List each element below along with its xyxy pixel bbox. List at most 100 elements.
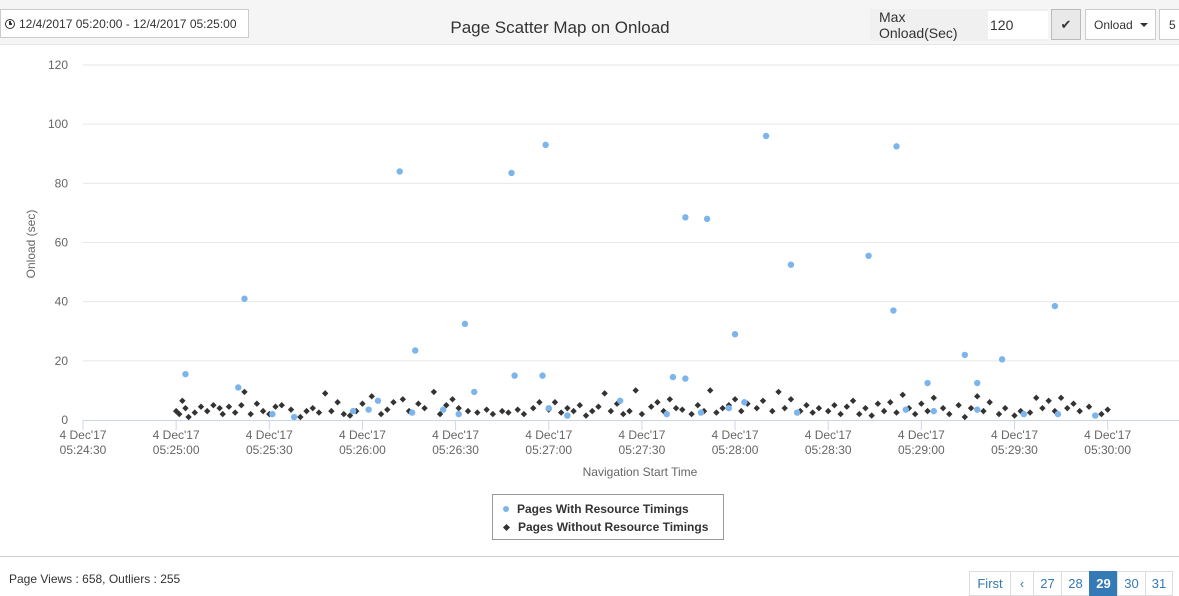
point-without-timings[interactable] — [673, 405, 679, 411]
point-without-timings[interactable] — [816, 405, 822, 411]
point-without-timings[interactable] — [809, 409, 815, 415]
point-with-timings[interactable] — [1021, 411, 1027, 417]
point-without-timings[interactable] — [204, 408, 210, 414]
point-without-timings[interactable] — [521, 411, 527, 417]
point-without-timings[interactable] — [247, 411, 253, 417]
point-without-timings[interactable] — [875, 401, 881, 407]
point-without-timings[interactable] — [940, 405, 946, 411]
point-with-timings[interactable] — [409, 409, 415, 415]
point-with-timings[interactable] — [924, 380, 930, 386]
point-without-timings[interactable] — [198, 403, 204, 409]
point-without-timings[interactable] — [210, 402, 216, 408]
point-without-timings[interactable] — [1070, 401, 1076, 407]
point-with-timings[interactable] — [241, 296, 247, 302]
point-with-timings[interactable] — [412, 347, 418, 353]
point-without-timings[interactable] — [449, 396, 455, 402]
point-without-timings[interactable] — [654, 399, 660, 405]
point-without-timings[interactable] — [316, 409, 322, 415]
point-without-timings[interactable] — [713, 409, 719, 415]
point-without-timings[interactable] — [738, 408, 744, 414]
point-without-timings[interactable] — [639, 411, 645, 417]
point-without-timings[interactable] — [415, 401, 421, 407]
page-button[interactable]: 30 — [1117, 571, 1146, 596]
point-without-timings[interactable] — [322, 390, 328, 396]
point-with-timings[interactable] — [1052, 303, 1058, 309]
point-with-timings[interactable] — [704, 216, 710, 222]
point-without-timings[interactable] — [1098, 411, 1104, 417]
point-without-timings[interactable] — [946, 411, 952, 417]
point-without-timings[interactable] — [279, 402, 285, 408]
point-without-timings[interactable] — [1064, 405, 1070, 411]
point-without-timings[interactable] — [216, 405, 222, 411]
point-without-timings[interactable] — [359, 401, 365, 407]
point-without-timings[interactable] — [974, 393, 980, 399]
point-without-timings[interactable] — [272, 403, 278, 409]
page-prev-button[interactable]: ‹ — [1010, 571, 1034, 596]
point-without-timings[interactable] — [996, 411, 1002, 417]
point-with-timings[interactable] — [1092, 412, 1098, 418]
point-with-timings[interactable] — [397, 168, 403, 174]
point-without-timings[interactable] — [626, 408, 632, 414]
point-without-timings[interactable] — [754, 405, 760, 411]
point-without-timings[interactable] — [384, 406, 390, 412]
point-with-timings[interactable] — [788, 261, 794, 267]
point-without-timings[interactable] — [667, 396, 673, 402]
point-with-timings[interactable] — [1055, 411, 1061, 417]
point-without-timings[interactable] — [1045, 398, 1051, 404]
point-without-timings[interactable] — [400, 396, 406, 402]
point-without-timings[interactable] — [695, 402, 701, 408]
point-without-timings[interactable] — [931, 395, 937, 401]
point-without-timings[interactable] — [732, 396, 738, 402]
point-without-timings[interactable] — [483, 406, 489, 412]
point-without-timings[interactable] — [564, 405, 570, 411]
point-without-timings[interactable] — [589, 408, 595, 414]
point-without-timings[interactable] — [179, 398, 185, 404]
point-without-timings[interactable] — [900, 392, 906, 398]
point-without-timings[interactable] — [499, 408, 505, 414]
point-with-timings[interactable] — [462, 321, 468, 327]
point-with-timings[interactable] — [539, 372, 545, 378]
point-with-timings[interactable] — [763, 133, 769, 139]
point-without-timings[interactable] — [862, 405, 868, 411]
point-without-timings[interactable] — [303, 408, 309, 414]
point-without-timings[interactable] — [887, 399, 893, 405]
point-without-timings[interactable] — [1077, 408, 1083, 414]
point-without-timings[interactable] — [844, 403, 850, 409]
point-with-timings[interactable] — [664, 411, 670, 417]
point-without-timings[interactable] — [341, 411, 347, 417]
point-without-timings[interactable] — [955, 402, 961, 408]
point-without-timings[interactable] — [1011, 412, 1017, 418]
point-without-timings[interactable] — [465, 408, 471, 414]
point-without-timings[interactable] — [632, 387, 638, 393]
point-without-timings[interactable] — [552, 399, 558, 405]
point-without-timings[interactable] — [232, 409, 238, 415]
point-without-timings[interactable] — [679, 406, 685, 412]
point-without-timings[interactable] — [490, 411, 496, 417]
point-with-timings[interactable] — [726, 405, 732, 411]
point-with-timings[interactable] — [670, 374, 676, 380]
point-without-timings[interactable] — [850, 398, 856, 404]
point-with-timings[interactable] — [511, 372, 517, 378]
point-without-timings[interactable] — [788, 396, 794, 402]
point-without-timings[interactable] — [536, 399, 542, 405]
point-without-timings[interactable] — [577, 402, 583, 408]
point-with-timings[interactable] — [235, 384, 241, 390]
point-with-timings[interactable] — [617, 398, 623, 404]
point-with-timings[interactable] — [890, 307, 896, 313]
point-without-timings[interactable] — [1027, 409, 1033, 415]
apply-button[interactable]: ✔ — [1051, 9, 1081, 40]
point-without-timings[interactable] — [856, 411, 862, 417]
point-without-timings[interactable] — [881, 408, 887, 414]
point-with-timings[interactable] — [974, 406, 980, 412]
point-without-timings[interactable] — [968, 405, 974, 411]
point-with-timings[interactable] — [564, 412, 570, 418]
point-with-timings[interactable] — [350, 408, 356, 414]
point-with-timings[interactable] — [931, 408, 937, 414]
point-with-timings[interactable] — [508, 170, 514, 176]
point-without-timings[interactable] — [962, 414, 968, 420]
point-without-timings[interactable] — [369, 393, 375, 399]
point-without-timings[interactable] — [1033, 395, 1039, 401]
metric-select[interactable]: Onload — [1085, 9, 1156, 40]
point-with-timings[interactable] — [732, 331, 738, 337]
point-without-timings[interactable] — [254, 401, 260, 407]
